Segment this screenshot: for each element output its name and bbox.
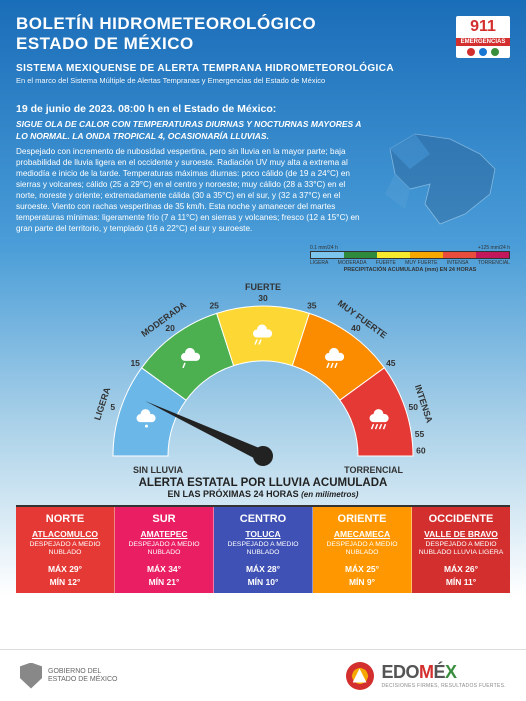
region-condition: DESPEJADO A MEDIO NUBLADO — [216, 541, 310, 561]
emergency-badge: 911 EMERGENCIAS — [456, 16, 510, 58]
svg-text:FUERTE: FUERTE — [245, 282, 281, 292]
region-city: ATLACOMULCO — [32, 529, 98, 539]
region-condition: DESPEJADO A MEDIO NUBLADO LLUVIA LIGERA — [414, 541, 508, 561]
body-paragraph: Despejado con incremento de nubosidad ve… — [16, 146, 362, 235]
state-map — [370, 119, 510, 239]
region-max: MÁX 29° — [48, 564, 82, 574]
body-text: SIGUE OLA DE CALOR CON TEMPERATURAS DIUR… — [16, 119, 362, 239]
edomex-logo: EDOMÉX DECISIONES FIRMES, RESULTADOS FUE… — [346, 662, 506, 690]
region-name: ORIENTE — [315, 511, 409, 527]
legend-bar — [310, 251, 510, 259]
region-min: MÍN 9° — [349, 577, 375, 587]
region-min: MÍN 10° — [248, 577, 279, 587]
emergency-label: EMERGENCIAS — [456, 38, 510, 46]
region-norte: NORTE ATLACOMULCO DESPEJADO A MEDIO NUBL… — [16, 507, 115, 593]
svg-text:55: 55 — [415, 429, 425, 439]
map-icon — [370, 119, 510, 239]
region-condition: DESPEJADO A MEDIO NUBLADO — [315, 541, 409, 561]
alert-sub-text: EN LAS PRÓXIMAS 24 HORAS — [168, 489, 299, 499]
region-name: CENTRO — [216, 511, 310, 527]
svg-text:30: 30 — [258, 293, 268, 303]
region-sur: SUR AMATEPEC DESPEJADO A MEDIO NUBLADO M… — [115, 507, 214, 593]
legend-min: 0.1 mm/24 h — [310, 245, 338, 251]
svg-text:15: 15 — [130, 358, 140, 368]
legend-caption: PRECIPITACIÓN ACUMULADA (mm) EN 24 HORAS — [310, 267, 510, 273]
gov-line-1: GOBIERNO DEL — [48, 668, 118, 676]
svg-text:20: 20 — [165, 323, 175, 333]
title-line-2: ESTADO DE MÉXICO — [16, 34, 510, 54]
region-name: NORTE — [18, 511, 112, 527]
legend-labels: LIGERAMODERADAFUERTEMUY FUERTEINTENSATOR… — [310, 260, 510, 266]
date-line: 19 de junio de 2023. 08:00 h en el Estad… — [16, 103, 510, 115]
shield-icon — [20, 663, 42, 689]
title-line-1: BOLETÍN HIDROMETEOROLÓGICO — [16, 14, 510, 34]
region-min: MÍN 12° — [50, 577, 81, 587]
region-occidente: OCCIDENTE VALLE DE BRAVO DESPEJADO A MED… — [412, 507, 510, 593]
regions-table: NORTE ATLACOMULCO DESPEJADO A MEDIO NUBL… — [16, 505, 510, 593]
body-headline: SIGUE OLA DE CALOR CON TEMPERATURAS DIUR… — [16, 119, 362, 142]
region-oriente: ORIENTE AMECAMECA DESPEJADO A MEDIO NUBL… — [313, 507, 412, 593]
region-city: AMATEPEC — [140, 529, 187, 539]
subtitle: SISTEMA MEXIQUENSE DE ALERTA TEMPRANA HI… — [16, 63, 510, 74]
svg-text:45: 45 — [386, 358, 396, 368]
main-title: BOLETÍN HIDROMETEOROLÓGICO ESTADO DE MÉX… — [16, 14, 510, 53]
region-city: VALLE DE BRAVO — [424, 529, 498, 539]
gov-text: GOBIERNO DEL ESTADO DE MÉXICO — [48, 668, 118, 683]
svg-text:40: 40 — [351, 323, 361, 333]
alert-subtitle: EN LAS PRÓXIMAS 24 HORAS (en milímetros) — [0, 489, 526, 499]
region-max: MÁX 34° — [147, 564, 181, 574]
brand-m: M — [419, 662, 434, 682]
gauge-left-sub: SIN LLUVIA — [133, 465, 183, 475]
region-max: MÁX 26° — [444, 564, 478, 574]
svg-text:25: 25 — [209, 301, 219, 311]
gauge-svg: LIGERAMODERADAFUERTEMUY FUERTEINTENSA515… — [73, 281, 453, 481]
body-section: SIGUE OLA DE CALOR CON TEMPERATURAS DIUR… — [0, 119, 526, 239]
brand-e: É — [434, 662, 446, 682]
svg-text:35: 35 — [307, 301, 317, 311]
region-city: TOLUCA — [245, 529, 280, 539]
emergency-dots — [456, 46, 510, 58]
region-max: MÁX 25° — [345, 564, 379, 574]
region-name: SUR — [117, 511, 211, 527]
region-condition: DESPEJADO A MEDIO NUBLADO — [117, 541, 211, 561]
region-min: MÍN 21° — [149, 577, 180, 587]
legend-max: +125 mm/24 h — [478, 245, 510, 251]
alert-unit: (en milímetros) — [301, 490, 358, 499]
brand-pre: EDO — [382, 662, 420, 682]
region-name: OCCIDENTE — [414, 511, 508, 527]
svg-text:5: 5 — [110, 402, 115, 412]
brand-tagline: DECISIONES FIRMES, RESULTADOS FUERTES. — [382, 683, 506, 689]
gov-logo: GOBIERNO DEL ESTADO DE MÉXICO — [20, 663, 118, 689]
svg-text:60: 60 — [416, 446, 426, 456]
region-centro: CENTRO TOLUCA DESPEJADO A MEDIO NUBLADO … — [214, 507, 313, 593]
rain-gauge: LIGERAMODERADAFUERTEMUY FUERTEINTENSA515… — [73, 281, 453, 481]
region-condition: DESPEJADO A MEDIO NUBLADO — [18, 541, 112, 561]
edomex-brand: EDOMÉX DECISIONES FIRMES, RESULTADOS FUE… — [382, 662, 506, 689]
region-min: MÍN 11° — [446, 577, 476, 587]
region-city: AMECAMECA — [334, 529, 390, 539]
subtext: En el marco del Sistema Múltiple de Aler… — [16, 76, 510, 85]
gov-line-2: ESTADO DE MÉXICO — [48, 676, 118, 684]
gauge-right-sub: TORRENCIAL — [344, 465, 403, 475]
region-max: MÁX 28° — [246, 564, 280, 574]
subtitle-block: SISTEMA MEXIQUENSE DE ALERTA TEMPRANA HI… — [16, 63, 510, 85]
svg-text:50: 50 — [409, 402, 419, 412]
brand-x: X — [445, 662, 457, 682]
emergency-number: 911 — [456, 16, 510, 38]
civil-protection-icon — [346, 662, 374, 690]
header: BOLETÍN HIDROMETEOROLÓGICO ESTADO DE MÉX… — [0, 0, 526, 93]
footer: GOBIERNO DEL ESTADO DE MÉXICO EDOMÉX DEC… — [0, 649, 526, 701]
precipitation-legend: 0.1 mm/24 h +125 mm/24 h LIGERAMODERADAF… — [310, 245, 510, 273]
